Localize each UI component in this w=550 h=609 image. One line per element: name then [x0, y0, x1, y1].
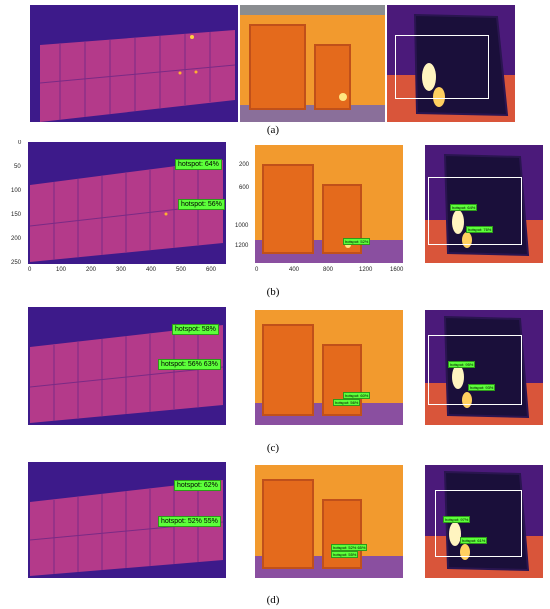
caption-a: (a): [266, 124, 280, 136]
row-b-panel-heating-plot: hotspot: 64% hotspot: 76%: [410, 140, 545, 275]
y-tick: 250: [11, 260, 22, 266]
row-a-panel-heating-thermal: [387, 5, 515, 122]
detection-label: hotspot: 56%: [178, 199, 225, 210]
x-tick: 100: [56, 267, 67, 273]
y-tick: 0: [18, 140, 22, 146]
x-tick: 0: [28, 267, 32, 273]
y-tick: 1200: [235, 243, 249, 249]
detection-label: hotspot: 64%: [450, 204, 478, 211]
x-tick: 600: [206, 267, 217, 273]
caption-c: (c): [266, 442, 280, 454]
detection-label: hotspot: 61%: [460, 537, 488, 544]
detection-label: hotspot: 52% 55%: [158, 516, 221, 527]
y-tick: 600: [239, 185, 250, 191]
detection-label: hotspot: 97%: [443, 516, 471, 523]
detection-label: hotspot: 62%: [174, 480, 221, 491]
row-a-solar-panel-thermal: [30, 5, 238, 122]
row-a-door-thermal: [240, 5, 385, 122]
detection-label: hotspot: 56%: [333, 399, 361, 406]
detection-label: hotspot: 55%: [331, 551, 359, 558]
detection-label: hotspot: 60%: [343, 392, 371, 399]
detection-label: hotspot: 52%: [343, 238, 371, 245]
x-tick: 400: [289, 267, 300, 273]
row-a-roi-box: [395, 35, 489, 99]
x-tick: 300: [116, 267, 127, 273]
row-d-solar-panel-plot: hotspot: 62% hotspot: 52% 55%: [8, 460, 228, 588]
roi-box: [428, 177, 522, 245]
y-tick: 200: [11, 236, 22, 242]
detection-label: hotspot: 93%: [468, 384, 496, 391]
x-tick: 1200: [359, 267, 373, 273]
y-tick: 1000: [235, 223, 249, 229]
row-c-solar-panel-plot: hotspot: 58% hotspot: 56% 63%: [8, 305, 228, 435]
detection-label: hotspot: 52% 65%: [331, 544, 368, 551]
caption-b: (b): [266, 286, 280, 298]
caption-d: (d): [266, 594, 280, 606]
row-d-panel-heating-plot: hotspot: 97% hotspot: 61%: [410, 460, 545, 588]
row-b-solar-panel-plot: hotspot: 64% hotspot: 56% 0 50 100 150 2…: [8, 140, 228, 275]
x-tick: 1600: [390, 267, 404, 273]
x-tick: 200: [86, 267, 97, 273]
y-tick: 200: [239, 162, 250, 168]
row-c-door-plot: hotspot: 60% hotspot: 56%: [235, 305, 405, 435]
detection-label: hotspot: 64%: [175, 159, 222, 170]
roi-box: [435, 490, 522, 557]
row-b-door-plot: hotspot: 52% 200 600 1000 1200 0 400 800…: [235, 140, 405, 275]
x-tick: 500: [176, 267, 187, 273]
y-tick: 150: [11, 212, 22, 218]
x-tick: 800: [323, 267, 334, 273]
detection-label: hotspot: 95%: [448, 361, 476, 368]
roi-box: [428, 335, 522, 405]
x-tick: 0: [255, 267, 259, 273]
y-tick: 100: [11, 188, 22, 194]
row-c-panel-heating-plot: hotspot: 95% hotspot: 93%: [410, 305, 545, 435]
row-d-door-plot: hotspot: 52% 65% hotspot: 55%: [235, 460, 405, 588]
detection-label: hotspot: 56% 63%: [158, 359, 221, 370]
detection-label: hotspot: 76%: [466, 226, 494, 233]
detection-label: hotspot: 58%: [172, 324, 219, 335]
x-tick: 400: [146, 267, 157, 273]
y-tick: 50: [14, 164, 21, 170]
